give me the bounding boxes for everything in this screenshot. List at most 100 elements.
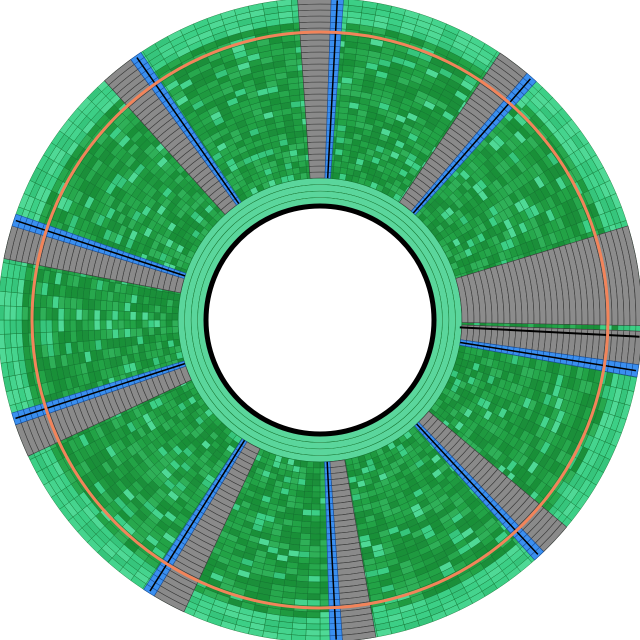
cell: [171, 313, 179, 321]
reserved-block: [298, 15, 331, 24]
reserved-block: [298, 21, 331, 30]
cell: [45, 319, 53, 333]
cell: [9, 305, 17, 321]
cell: [3, 305, 11, 321]
cell: [16, 292, 24, 307]
reserved-block: [306, 135, 327, 143]
cell: [93, 309, 101, 321]
reserved-block: [308, 153, 327, 161]
cell: [298, 472, 307, 480]
cell: [94, 299, 102, 311]
cell: [153, 312, 161, 321]
cell: [295, 490, 305, 498]
cell: [311, 503, 321, 511]
cell: [76, 330, 84, 343]
cell: [294, 502, 304, 510]
cell: [333, 166, 341, 174]
cell: [57, 308, 65, 321]
cell: [10, 333, 18, 349]
cell: [39, 319, 47, 333]
cell: [309, 539, 321, 547]
spoke-line: [149, 439, 246, 592]
cell: [299, 466, 307, 474]
cell: [293, 610, 308, 618]
cell: [307, 581, 321, 589]
cell: [311, 497, 321, 505]
cell: [0, 305, 5, 321]
cell: [159, 319, 167, 328]
reserved-block: [300, 51, 330, 59]
cell: [159, 305, 167, 314]
cell: [334, 148, 344, 156]
cell: [154, 297, 162, 306]
reserved-block: [302, 75, 329, 83]
cell: [153, 304, 161, 314]
inner-ring: [191, 191, 449, 449]
cell: [308, 557, 321, 565]
cell: [310, 521, 321, 529]
cell: [292, 616, 307, 624]
reserved-block: [303, 81, 329, 89]
cell: [295, 142, 305, 150]
inner-ring-edge: [190, 190, 450, 450]
reserved-block: [307, 147, 327, 155]
cell: [295, 496, 305, 504]
cell: [33, 319, 41, 334]
cell: [291, 519, 303, 528]
cell: [112, 301, 120, 312]
cell: [297, 562, 310, 570]
cell: [123, 328, 131, 338]
cell: [118, 292, 126, 303]
cell: [336, 130, 346, 138]
cell: [298, 160, 307, 168]
cell: [130, 336, 138, 346]
cell: [70, 330, 78, 343]
cell: [291, 622, 307, 630]
cell: [301, 520, 312, 528]
cell: [46, 295, 54, 309]
cell: [301, 514, 312, 523]
cell: [160, 333, 168, 342]
cell: [3, 319, 11, 335]
cell: [306, 611, 321, 619]
cell: [160, 298, 168, 307]
reserved-block: [309, 171, 326, 179]
cell: [99, 309, 107, 321]
cell: [81, 309, 89, 321]
cell: [130, 294, 138, 304]
cell: [299, 166, 307, 174]
cell: [292, 514, 303, 522]
reserved-block: [621, 225, 640, 326]
cell: [300, 532, 311, 540]
cell: [293, 124, 304, 132]
reserved-block: [302, 69, 330, 77]
cell: [52, 331, 60, 345]
cell: [337, 118, 348, 126]
cell: [111, 319, 119, 330]
cell: [76, 297, 84, 310]
cell: [291, 628, 307, 636]
cell: [69, 308, 77, 321]
cell: [299, 538, 311, 546]
cell: [154, 334, 162, 343]
spoke-line: [459, 326, 640, 338]
cell: [106, 329, 114, 340]
cell: [309, 545, 321, 553]
cell: [75, 319, 83, 332]
cell: [34, 294, 42, 308]
cell: [304, 485, 313, 493]
inner-ring: [178, 178, 462, 462]
reserved-block: [304, 105, 328, 113]
cell: [106, 300, 114, 311]
spoke-line: [326, 0, 339, 179]
cell: [306, 617, 321, 625]
cell: [309, 533, 321, 541]
reserved-block: [306, 123, 328, 131]
cell: [63, 319, 71, 332]
cell: [300, 526, 311, 534]
cell: [0, 333, 6, 349]
reserved-block: [306, 129, 327, 137]
reserved-block: [301, 63, 330, 71]
cell: [293, 508, 304, 516]
